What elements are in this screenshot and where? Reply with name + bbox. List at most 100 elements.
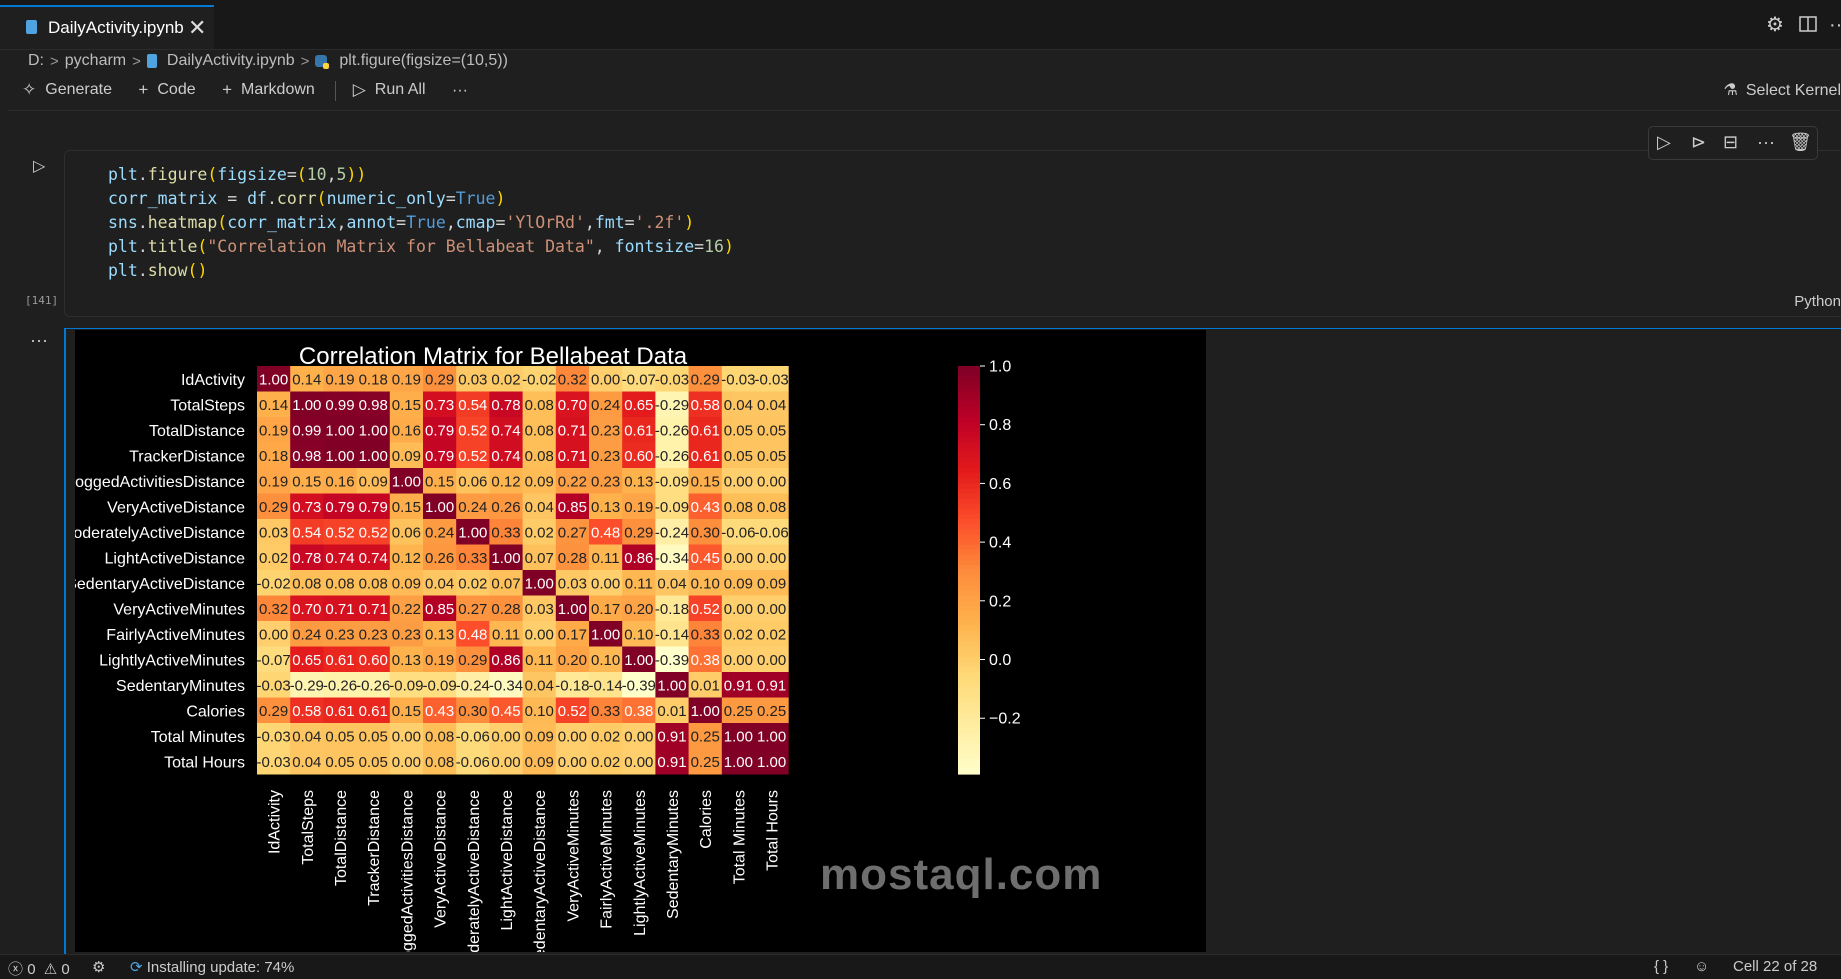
heatmap-cell-label: 0.15 <box>392 703 421 720</box>
run-above-icon[interactable]: ▷ <box>1657 132 1671 152</box>
debug-icon[interactable]: ⚙ <box>92 959 106 976</box>
heatmap-cell-label: 0.10 <box>525 703 554 720</box>
tab-dailyactivity[interactable]: DailyActivity.ipynb ✕ <box>0 5 214 49</box>
colorbar-segment <box>958 381 980 387</box>
colorbar-segment <box>958 738 980 744</box>
heatmap-cell-label: -0.29 <box>290 677 324 694</box>
heatmap-cell-label: 0.24 <box>425 524 454 541</box>
heatmap-cell <box>655 493 690 520</box>
colorbar-segment <box>958 498 980 505</box>
heatmap-cell-label: 0.23 <box>591 473 620 490</box>
heatmap-cell-label: 0.12 <box>491 473 520 490</box>
heatmap-cell <box>290 519 324 545</box>
update-status[interactable]: ⟳ Installing update: 74% <box>130 958 294 976</box>
heatmap-cell <box>688 417 723 443</box>
heatmap-cell-label: 0.04 <box>425 575 454 592</box>
heatmap-cell <box>555 570 590 596</box>
heatmap-cell <box>522 417 557 443</box>
heatmap-cell-label: 0.78 <box>292 550 321 567</box>
heatmap-cell-label: 0.19 <box>425 652 454 669</box>
colorbar-segment <box>958 554 980 561</box>
more-actions-icon[interactable]: ··· <box>1829 14 1841 36</box>
close-tab-icon[interactable]: ✕ <box>188 15 207 40</box>
heatmap-cell <box>356 748 391 775</box>
split-editor-icon[interactable] <box>1797 14 1819 36</box>
heatmap-cell <box>489 748 524 775</box>
settings-gear-icon[interactable]: ⚙ <box>1766 14 1784 36</box>
run-all-icon: ▷ <box>352 80 366 99</box>
colorbar-segment <box>958 539 980 546</box>
run-cell-icon[interactable]: ▷ <box>33 158 46 175</box>
heatmap-cell <box>555 519 590 545</box>
heatmap-cell-label: 0.09 <box>724 575 753 592</box>
heatmap-cell <box>423 519 457 545</box>
heatmap-cell <box>522 442 557 469</box>
breadcrumb-drive[interactable]: D: <box>28 52 44 69</box>
braces-indicator[interactable]: { } <box>1654 958 1669 975</box>
split-cell-icon[interactable]: ⊟ <box>1723 132 1739 152</box>
heatmap-cell <box>323 468 358 494</box>
heatmap-cell <box>589 621 623 647</box>
code-cell[interactable] <box>64 150 1841 317</box>
heatmap-cell-label: 0.79 <box>359 499 388 516</box>
cell-language[interactable]: Python <box>1794 293 1841 310</box>
code-editor[interactable]: plt.figure(figsize=(10,5)) corr_matrix = … <box>108 163 734 283</box>
heatmap-cell <box>290 468 324 494</box>
run-all-button[interactable]: ▷ Run All <box>353 80 426 100</box>
heatmap-cell-label: 0.08 <box>525 448 554 465</box>
heatmap-cell-label: 0.08 <box>525 422 554 439</box>
cell-more-icon[interactable]: ··· <box>1757 132 1775 152</box>
heatmap-cell <box>456 621 490 647</box>
colorbar-segment <box>958 580 980 586</box>
problems-indicator[interactable]: ⓧ 0 ⚠ 0 <box>8 958 70 979</box>
heatmap-cell-label: 0.05 <box>359 754 388 771</box>
heatmap-cell <box>755 391 789 418</box>
heatmap-cell-label: 0.17 <box>591 601 620 618</box>
select-kernel-button[interactable]: ⚗ Select Kernel <box>1723 80 1841 100</box>
breadcrumb-symbol[interactable]: plt.figure(figsize=(10,5)) <box>339 52 508 69</box>
heatmap-cell-label: 0.29 <box>425 371 454 388</box>
output-more-button[interactable]: ··· <box>30 330 48 350</box>
add-code-button[interactable]: + Code <box>138 80 195 100</box>
heatmap-cell <box>257 672 291 698</box>
column-tick-label: LoggedActivitiesDistance <box>399 790 416 952</box>
heatmap-cell <box>755 544 789 571</box>
run-below-icon[interactable]: ⊳ <box>1691 132 1707 152</box>
heatmap-cell <box>755 442 789 469</box>
heatmap-cell <box>257 544 291 571</box>
code-line: corr_matrix = df.corr(numeric_only=True) <box>108 189 506 208</box>
heatmap-cell <box>589 519 623 545</box>
heatmap-cell <box>589 723 623 749</box>
heatmap-cell <box>489 544 524 571</box>
heatmap-cell-label: -0.24 <box>456 677 490 694</box>
heatmap-cell <box>423 723 457 749</box>
delete-cell-icon[interactable]: 🗑 <box>1789 132 1812 152</box>
heatmap-cell-label: 0.61 <box>325 652 354 669</box>
heatmap-cell-label: 0.00 <box>724 473 753 490</box>
heatmap-cell-label: 0.24 <box>591 397 620 414</box>
heatmap-cell-label: -0.06 <box>721 524 755 541</box>
heatmap-cell-label: 0.91 <box>724 677 753 694</box>
generate-button[interactable]: ✧ Generate <box>22 80 112 100</box>
heatmap-cell-label: 0.48 <box>458 626 487 643</box>
heatmap-cell-label: -0.09 <box>655 499 689 516</box>
breadcrumb-folder[interactable]: pycharm <box>64 52 127 69</box>
colorbar-segment <box>958 631 980 637</box>
heatmap-cell <box>755 621 789 647</box>
heatmap-cell-label: 0.30 <box>691 524 720 541</box>
heatmap-cell <box>356 723 391 749</box>
toolbar-more-button[interactable]: ··· <box>451 82 468 99</box>
heatmap-cell <box>555 672 590 698</box>
add-markdown-button[interactable]: + Markdown <box>222 80 315 100</box>
cell-position[interactable]: Cell 22 of 28 <box>1733 958 1818 975</box>
heatmap-cell-label: 0.85 <box>425 601 454 618</box>
heatmap-cell <box>655 417 690 443</box>
error-icon: ⓧ <box>8 961 24 978</box>
heatmap-cell-label: 0.08 <box>292 575 321 592</box>
code-line: plt.figure(figsize=(10,5)) <box>108 165 367 184</box>
breadcrumb-file[interactable]: DailyActivity.ipynb <box>166 52 295 69</box>
heatmap-cell <box>456 595 490 622</box>
heatmap-cell <box>755 748 789 775</box>
heatmap-cell <box>522 570 557 596</box>
copilot-icon[interactable]: ☺ <box>1694 958 1710 975</box>
